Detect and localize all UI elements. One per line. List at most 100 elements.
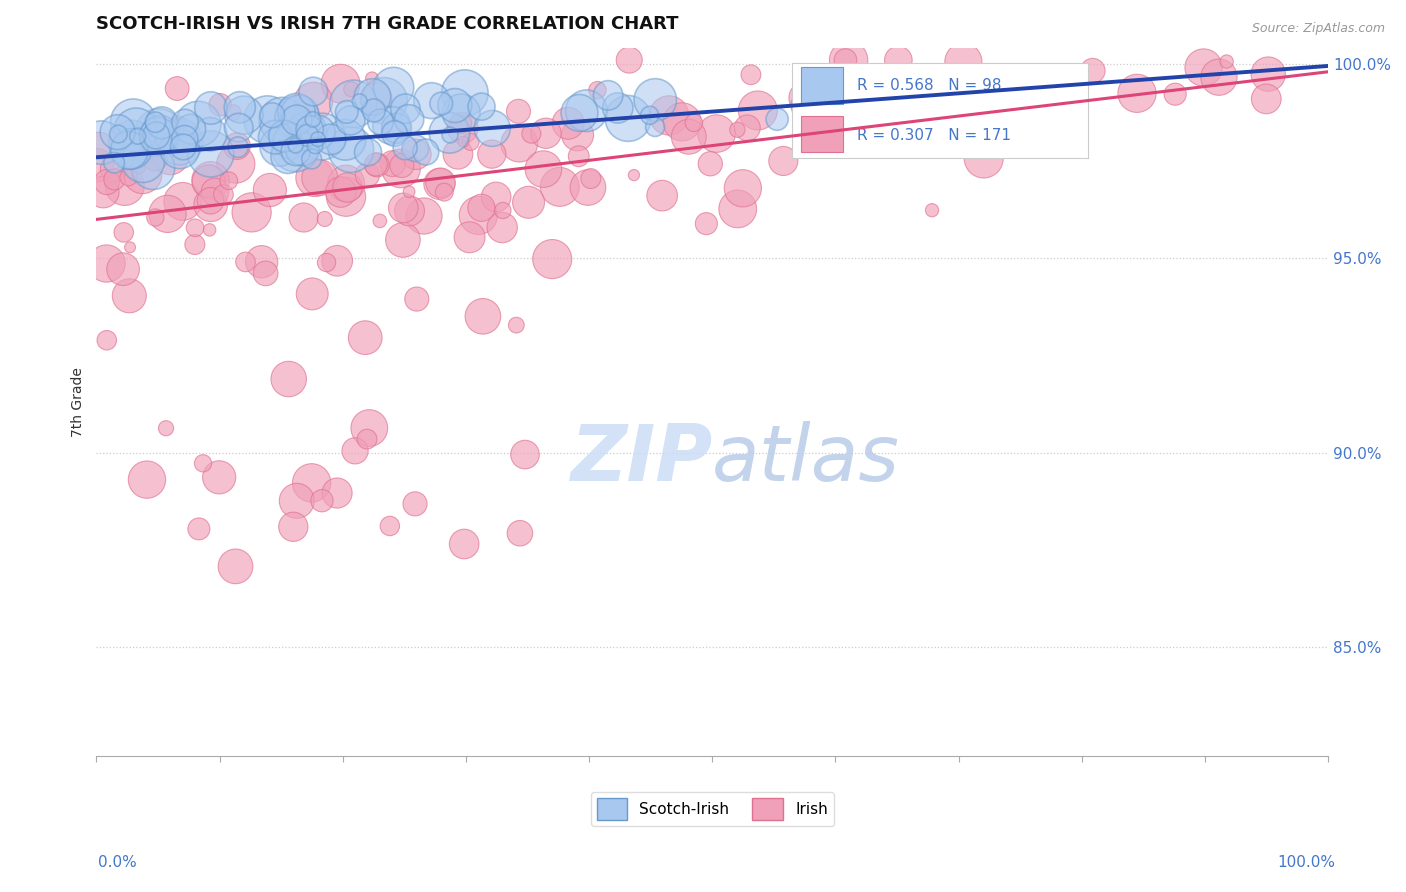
Point: [471, 310, 494, 324]
Point: [505, 318, 527, 332]
Point: [897, 81, 920, 95]
Point: [678, 129, 700, 144]
Point: [254, 266, 277, 280]
Point: [218, 174, 240, 188]
Text: atlas: atlas: [713, 420, 900, 497]
Point: [200, 198, 222, 212]
Point: [706, 127, 728, 141]
Point: [302, 95, 325, 109]
Point: [404, 141, 426, 155]
Point: [204, 185, 226, 199]
Text: 100.0%: 100.0%: [1278, 855, 1336, 870]
Point: [576, 180, 599, 194]
Point: [794, 91, 817, 105]
Point: [301, 286, 323, 301]
Point: [508, 136, 530, 151]
Point: [96, 175, 118, 189]
Point: [107, 127, 129, 141]
Point: [118, 144, 141, 158]
Point: [335, 133, 357, 147]
Point: [586, 83, 609, 97]
Point: [1081, 63, 1104, 78]
Point: [107, 125, 129, 139]
Point: [285, 110, 308, 124]
Point: [427, 177, 450, 191]
Point: [173, 131, 195, 145]
Point: [302, 112, 325, 127]
Point: [166, 118, 188, 132]
Point: [737, 120, 759, 135]
Point: [568, 106, 591, 120]
Point: [481, 147, 503, 161]
Point: [112, 226, 135, 240]
Point: [156, 207, 179, 221]
Point: [359, 421, 381, 435]
Point: [232, 108, 254, 122]
Point: [288, 107, 311, 121]
Point: [1256, 92, 1278, 106]
Point: [579, 171, 602, 186]
Point: [172, 194, 194, 209]
Point: [292, 211, 315, 225]
Point: [132, 153, 155, 168]
Point: [415, 145, 437, 159]
Point: [172, 140, 194, 154]
Point: [354, 331, 377, 345]
Y-axis label: 7th Grade: 7th Grade: [72, 368, 86, 437]
Point: [370, 115, 392, 129]
Point: [197, 174, 219, 188]
Point: [952, 54, 974, 69]
Point: [619, 53, 641, 67]
Point: [766, 112, 789, 127]
Point: [319, 132, 342, 146]
Point: [644, 120, 666, 134]
Point: [531, 162, 554, 177]
Point: [671, 115, 693, 129]
Point: [361, 71, 384, 86]
Point: [439, 128, 461, 142]
Point: [269, 139, 291, 153]
Point: [366, 158, 388, 172]
Point: [103, 155, 125, 169]
Point: [651, 188, 673, 202]
Point: [794, 98, 817, 112]
Point: [149, 128, 172, 142]
Point: [364, 157, 387, 171]
Point: [392, 201, 415, 215]
Point: [277, 372, 299, 386]
Point: [259, 183, 281, 197]
Point: [450, 106, 472, 120]
Point: [405, 292, 427, 306]
Point: [385, 121, 408, 136]
Point: [336, 104, 359, 119]
Point: [311, 493, 333, 508]
Point: [277, 149, 299, 163]
Point: [284, 144, 307, 158]
Point: [285, 493, 308, 508]
Point: [384, 127, 406, 141]
Point: [485, 190, 508, 204]
Point: [695, 217, 717, 231]
Point: [513, 448, 536, 462]
Point: [508, 104, 530, 119]
Point: [150, 116, 173, 130]
Point: [1257, 67, 1279, 81]
Point: [606, 101, 628, 115]
Point: [960, 70, 983, 84]
Point: [122, 114, 145, 128]
Point: [340, 143, 363, 157]
Point: [398, 203, 420, 218]
Point: [315, 255, 337, 269]
Point: [361, 90, 384, 104]
Point: [184, 220, 207, 235]
Point: [226, 140, 249, 154]
Point: [838, 53, 860, 67]
Point: [800, 101, 823, 115]
Point: [200, 173, 222, 187]
Point: [200, 194, 222, 208]
Point: [103, 161, 125, 176]
Point: [155, 421, 177, 435]
Point: [534, 126, 557, 140]
Point: [921, 203, 943, 218]
Point: [264, 130, 287, 145]
